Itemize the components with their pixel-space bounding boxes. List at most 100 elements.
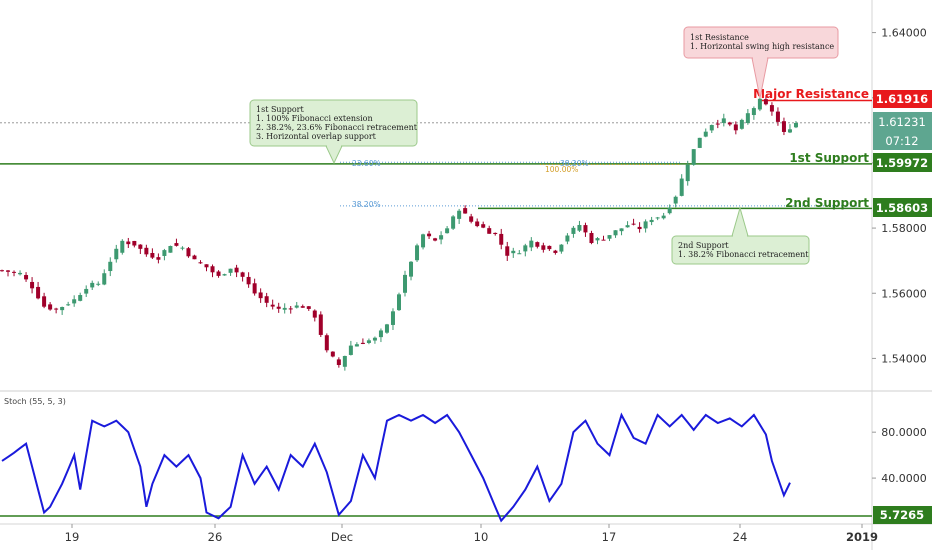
candle-body (739, 119, 744, 129)
candle-body (54, 308, 59, 310)
stoch-line[interactable] (1, 412, 791, 523)
candle-body (727, 122, 732, 125)
candle-body (421, 234, 426, 248)
candle-body (745, 113, 750, 123)
candle-body (793, 122, 798, 128)
candle-body (306, 306, 311, 309)
candle-body (625, 225, 630, 228)
candle-body (703, 131, 708, 137)
time-axis-ticks: 19 26 Dec 10 17 24 2019 (65, 524, 878, 544)
price-tick-label: 1.58000 (881, 222, 927, 235)
candle-body (12, 271, 17, 273)
candle-body (228, 268, 233, 273)
candle-body (258, 292, 263, 299)
candle-body (721, 118, 726, 123)
candle-body (685, 164, 690, 182)
candle-body (390, 311, 395, 325)
candle-body (403, 274, 408, 293)
fib-38-upper-label: 38.20% (560, 159, 589, 168)
candle-body (198, 262, 203, 264)
second-support-callout-title: 2nd Support (678, 241, 729, 250)
first-support-callout-pointer (325, 145, 343, 165)
candle-body (0, 270, 4, 272)
price-tick-label: 1.56000 (881, 287, 927, 300)
candle-body (366, 340, 371, 343)
candle-body (445, 228, 450, 234)
first-support-callout-line2: 2. 38.2%, 23.6% Fibonacci retracement (256, 123, 418, 132)
candle-body (24, 275, 29, 280)
stoch-support-value: 5.7265 (880, 508, 924, 522)
candle-body (384, 324, 389, 333)
candle-body (673, 196, 678, 204)
candle-body (48, 304, 53, 310)
candle-body (529, 240, 534, 248)
candle-body (18, 272, 23, 275)
candle-body (595, 238, 600, 241)
candle-body (42, 296, 47, 307)
candle-body (330, 351, 335, 357)
candle-body (511, 250, 516, 254)
first-support-callout[interactable]: 1st Support 1. 100% Fibonacci extension … (249, 99, 418, 165)
candle-body (396, 294, 401, 311)
first-support-callout-line1: 1. 100% Fibonacci extension (256, 114, 373, 123)
candle-body (463, 208, 468, 214)
candle-body (541, 245, 546, 250)
candle-body (643, 221, 648, 229)
candle-body (300, 306, 305, 308)
candle-body (415, 245, 420, 261)
last-price-badge: 1.61231 07:12 (873, 112, 932, 150)
candle-body (372, 337, 377, 341)
major-resistance-value: 1.61916 (876, 92, 928, 106)
candle-body (30, 281, 35, 289)
first-support-callout-line3: 3. Horizontal overlap support (256, 132, 377, 141)
candle-body (565, 235, 570, 242)
candle-body (36, 286, 41, 299)
candle-body (222, 274, 227, 276)
candle-body (264, 296, 269, 303)
candle-body (553, 250, 558, 253)
candle-body (427, 233, 432, 237)
time-tick-label: 19 (65, 530, 80, 544)
first-support-label: 1st Support (789, 151, 869, 165)
candle-body (174, 243, 179, 246)
time-tick-label: 2019 (846, 530, 878, 544)
time-tick-label: 17 (602, 530, 617, 544)
candle-body (619, 228, 624, 232)
resistance-callout-joint (753, 55, 767, 59)
candle-body (120, 240, 125, 253)
resistance-callout-line1: 1. Horizontal swing high resistance (690, 42, 834, 51)
candle-body (324, 335, 329, 351)
candle-body (102, 273, 107, 285)
candle-body (186, 248, 191, 257)
candle-body (150, 253, 155, 258)
stoch-tick-label: 80.0000 (881, 426, 927, 439)
bar-countdown: 07:12 (885, 134, 918, 148)
candle-body (409, 261, 414, 277)
second-support-callout[interactable]: 2nd Support 1. 38.2% Fibonacci retraceme… (671, 206, 810, 265)
resistance-callout[interactable]: 1st Resistance 1. Horizontal swing high … (683, 26, 839, 99)
candle-body (433, 238, 438, 241)
candle-body (282, 307, 287, 310)
time-tick-label: Dec (331, 530, 353, 544)
second-support-label: 2nd Support (785, 196, 869, 210)
candle-body (775, 111, 780, 122)
candle-body (649, 219, 654, 223)
candle-body (66, 304, 71, 306)
candle-body (126, 241, 131, 245)
candle-body (469, 216, 474, 222)
second-support-badge-bg (873, 198, 932, 217)
stoch-support-badge-bg (873, 506, 932, 524)
candle-body (475, 221, 480, 227)
second-support-value: 1.58603 (876, 201, 928, 215)
fib-23-label: 23.60% (352, 159, 381, 168)
candles-series[interactable] (0, 95, 798, 371)
fib-100-label: 100.00% (545, 165, 578, 174)
candle-body (162, 250, 167, 256)
candle-body (108, 261, 113, 272)
candle-body (679, 178, 684, 196)
candle-body (204, 264, 209, 268)
candle-body (487, 228, 492, 234)
candle-body (505, 246, 510, 256)
